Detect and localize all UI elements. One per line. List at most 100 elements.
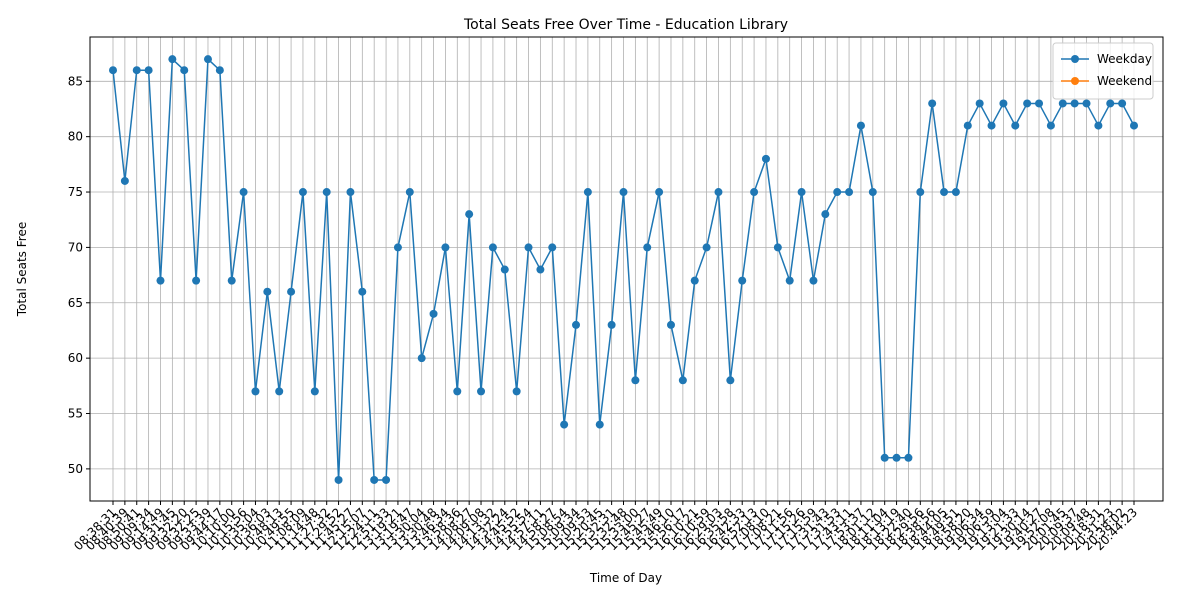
point bbox=[536, 265, 545, 274]
point bbox=[417, 354, 426, 363]
point bbox=[726, 376, 735, 385]
point bbox=[322, 188, 331, 197]
point bbox=[572, 320, 581, 329]
point bbox=[892, 453, 901, 462]
point bbox=[1118, 99, 1127, 108]
point bbox=[856, 121, 865, 130]
point bbox=[287, 287, 296, 296]
point bbox=[393, 243, 402, 252]
point bbox=[109, 66, 117, 75]
y-tick-label: 70 bbox=[68, 240, 83, 254]
point bbox=[488, 243, 497, 252]
point bbox=[987, 121, 996, 130]
point bbox=[809, 276, 818, 285]
point bbox=[548, 243, 557, 252]
point bbox=[524, 243, 533, 252]
point bbox=[951, 188, 960, 197]
point bbox=[845, 188, 854, 197]
point bbox=[310, 387, 319, 396]
point bbox=[975, 99, 984, 108]
point bbox=[750, 188, 759, 197]
point bbox=[334, 475, 343, 484]
point bbox=[203, 55, 212, 64]
point bbox=[714, 188, 723, 197]
legend-label: Weekend bbox=[1097, 74, 1152, 88]
y-tick-label: 60 bbox=[68, 351, 83, 365]
y-tick-label: 55 bbox=[68, 407, 83, 421]
point bbox=[382, 475, 391, 484]
point bbox=[880, 453, 889, 462]
point bbox=[453, 387, 462, 396]
point bbox=[144, 66, 153, 75]
point bbox=[1130, 121, 1138, 130]
chart-title: Total Seats Free Over Time - Education L… bbox=[463, 17, 788, 33]
point bbox=[227, 276, 236, 285]
y-axis-label: Total Seats Free bbox=[15, 222, 29, 317]
point bbox=[132, 66, 141, 75]
plot-frame bbox=[89, 36, 1164, 502]
point bbox=[1046, 121, 1055, 130]
x-axis-label: Time of Day bbox=[589, 571, 662, 585]
point bbox=[607, 320, 616, 329]
point bbox=[263, 287, 272, 296]
point bbox=[595, 420, 604, 429]
point bbox=[1011, 121, 1020, 130]
point bbox=[833, 188, 842, 197]
point bbox=[465, 210, 474, 219]
point bbox=[429, 309, 438, 318]
point bbox=[702, 243, 711, 252]
point bbox=[156, 276, 165, 285]
point bbox=[999, 99, 1008, 108]
y-tick-label: 65 bbox=[68, 296, 83, 310]
point bbox=[761, 154, 770, 163]
point bbox=[916, 188, 925, 197]
point bbox=[904, 453, 913, 462]
point bbox=[120, 176, 129, 185]
point bbox=[655, 188, 664, 197]
point bbox=[298, 188, 307, 197]
point bbox=[370, 475, 379, 484]
point bbox=[346, 188, 355, 197]
point bbox=[631, 376, 640, 385]
point bbox=[773, 243, 782, 252]
y-tick-label: 50 bbox=[68, 462, 83, 476]
point bbox=[500, 265, 509, 274]
legend-marker bbox=[1071, 77, 1079, 85]
point bbox=[180, 66, 189, 75]
point bbox=[940, 188, 949, 197]
point bbox=[1058, 99, 1067, 108]
point bbox=[785, 276, 794, 285]
point bbox=[239, 188, 248, 197]
point bbox=[643, 243, 652, 252]
point bbox=[868, 188, 877, 197]
point bbox=[797, 188, 806, 197]
point bbox=[1023, 99, 1032, 108]
y-tick-label: 75 bbox=[68, 185, 83, 199]
point bbox=[512, 387, 521, 396]
point bbox=[405, 188, 414, 197]
point bbox=[690, 276, 699, 285]
point bbox=[168, 55, 177, 64]
point bbox=[583, 188, 592, 197]
point bbox=[192, 276, 201, 285]
point bbox=[1070, 99, 1079, 108]
point bbox=[821, 210, 830, 219]
point bbox=[1106, 99, 1115, 108]
point bbox=[275, 387, 284, 396]
point bbox=[1094, 121, 1103, 130]
point bbox=[928, 99, 937, 108]
point bbox=[1082, 99, 1091, 108]
point bbox=[678, 376, 687, 385]
point bbox=[251, 387, 260, 396]
point bbox=[738, 276, 747, 285]
point bbox=[477, 387, 486, 396]
legend-marker bbox=[1071, 55, 1079, 63]
legend-label: Weekday bbox=[1097, 52, 1152, 66]
point bbox=[560, 420, 569, 429]
point bbox=[1035, 99, 1044, 108]
y-tick-label: 80 bbox=[68, 130, 83, 144]
point bbox=[215, 66, 224, 75]
point bbox=[963, 121, 972, 130]
point bbox=[619, 188, 628, 197]
